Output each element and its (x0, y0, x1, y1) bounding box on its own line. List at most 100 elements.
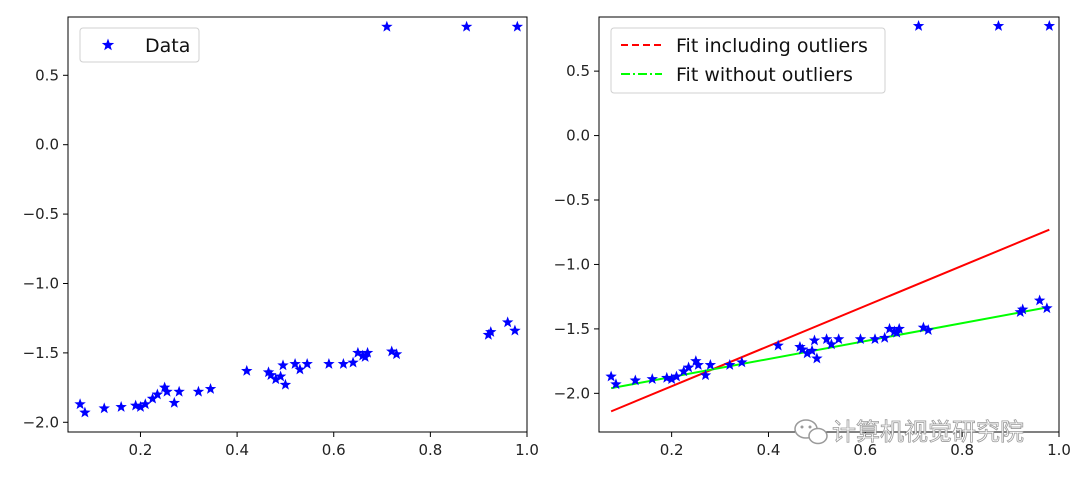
data-point-star (511, 20, 524, 32)
data-point-star (883, 322, 896, 334)
data-point-star (1033, 294, 1046, 306)
x-tick-label: 1.0 (1047, 441, 1071, 459)
data-point-star (854, 333, 867, 345)
data-point-star (806, 344, 818, 356)
right-axis-ticks: 0.2 0.4 0.6 0.8 1.0 0.5 0.0 −0.5 −1.0 −1.5 −2.0 (554, 62, 1071, 459)
data-point-star (390, 348, 403, 360)
y-tick-label: −1.0 (23, 274, 59, 292)
data-point-star (337, 357, 350, 369)
data-point-star (1043, 20, 1056, 31)
data-point-star (825, 338, 838, 350)
left-plot-frame (67, 16, 528, 433)
data-point-star (386, 345, 398, 357)
data-point-star (347, 356, 359, 368)
data-point-star (678, 365, 690, 377)
data-point-star (1016, 303, 1029, 315)
data-point-star (361, 346, 374, 358)
x-tick-label: 0.2 (660, 441, 684, 459)
left-data-points (74, 20, 524, 418)
watermark-text: 计算机视觉研究院 (832, 418, 1024, 446)
data-point-star (289, 357, 301, 369)
data-point-star (294, 363, 306, 375)
data-point-star (629, 374, 642, 386)
y-tick-label: −2.0 (554, 384, 590, 402)
data-point-star (277, 359, 289, 371)
x-tick-label: 0.2 (129, 441, 153, 459)
data-point-star (161, 385, 173, 397)
data-point-star (692, 358, 704, 370)
data-point-star (992, 20, 1005, 31)
data-point-star (274, 370, 287, 382)
x-tick-label: 0.4 (757, 441, 781, 459)
data-point-star (796, 343, 809, 355)
left-scatter-panel: 0.2 0.4 0.6 0.8 1.0 0.5 0.0 −0.5 −1.0 −1.5 −2.0 Da… (23, 16, 539, 459)
data-point-star (808, 334, 821, 346)
data-point-star (509, 324, 521, 336)
data-point-star (98, 402, 110, 414)
data-point-star (381, 20, 393, 32)
y-tick-label: −1.0 (554, 255, 590, 273)
left-axis-ticks: 0.2 0.4 0.6 0.8 1.0 0.5 0.0 −0.5 −1.0 −1.5 −2.0 (23, 66, 539, 459)
data-point-star (605, 370, 617, 382)
right-plot-frame (598, 16, 1060, 433)
wechat-icon (794, 419, 828, 445)
y-tick-label: −0.5 (23, 205, 59, 223)
data-point-star (129, 399, 142, 411)
x-tick-label: 0.8 (418, 441, 442, 459)
data-point-star (352, 346, 364, 358)
data-point-star (794, 340, 806, 352)
y-tick-label: 0.5 (566, 62, 590, 80)
data-point-star (134, 401, 147, 412)
data-point-star (74, 398, 86, 410)
data-point-star (460, 20, 473, 32)
data-point-star (173, 385, 185, 397)
data-point-star (139, 398, 152, 410)
data-point-star (893, 322, 905, 334)
data-point-star (301, 357, 313, 369)
y-tick-label: 0.0 (566, 127, 590, 145)
data-point-star (922, 324, 934, 336)
data-point-star (690, 355, 702, 366)
data-point-star (323, 357, 335, 369)
data-point-star (241, 364, 253, 376)
y-tick-label: −1.5 (23, 344, 59, 362)
y-tick-label: −2.0 (23, 413, 59, 431)
y-tick-label: −1.5 (554, 320, 590, 338)
watermark: 计算机视觉研究院 (794, 418, 1024, 446)
x-tick-label: 0.8 (950, 441, 974, 459)
data-point-star (1041, 302, 1053, 314)
y-tick-label: 0.5 (35, 66, 59, 84)
data-point-star (262, 366, 275, 378)
data-point-star (610, 378, 622, 390)
fit-line-including-outliers (610, 228, 1050, 413)
data-point-star (146, 392, 159, 404)
data-point-star (158, 381, 171, 393)
left-legend-box (79, 27, 200, 63)
data-point-star (811, 352, 823, 364)
data-point-star (820, 333, 833, 345)
right-fit-panel: 0.2 0.4 0.6 0.8 1.0 0.5 0.0 −0.5 −1.0 −1.5 −2.0 Fi… (554, 16, 1071, 459)
data-point-star (912, 20, 925, 31)
data-point-star (704, 358, 717, 370)
right-fit-lines (610, 228, 1050, 413)
data-point-star (736, 356, 748, 368)
right-legend: Fit including outliers Fit without outli… (610, 27, 886, 94)
data-point-star (832, 333, 845, 345)
x-tick-label: 0.6 (853, 441, 877, 459)
legend-star-marker-icon (101, 38, 115, 51)
x-tick-label: 1.0 (515, 441, 539, 459)
data-point-star (917, 321, 930, 333)
right-data-points (605, 20, 1056, 390)
x-tick-label: 0.4 (225, 441, 249, 459)
left-legend: Data (79, 27, 200, 63)
data-point-star (670, 370, 683, 382)
data-point-star (682, 361, 695, 373)
data-point-star (485, 326, 497, 337)
legend-label-data: Data (145, 35, 190, 57)
data-point-star (646, 373, 658, 385)
legend-label-fit-including: Fit including outliers (676, 35, 868, 57)
y-tick-label: 0.0 (35, 136, 59, 154)
y-tick-label: −0.5 (554, 191, 590, 209)
data-point-star (79, 406, 91, 418)
